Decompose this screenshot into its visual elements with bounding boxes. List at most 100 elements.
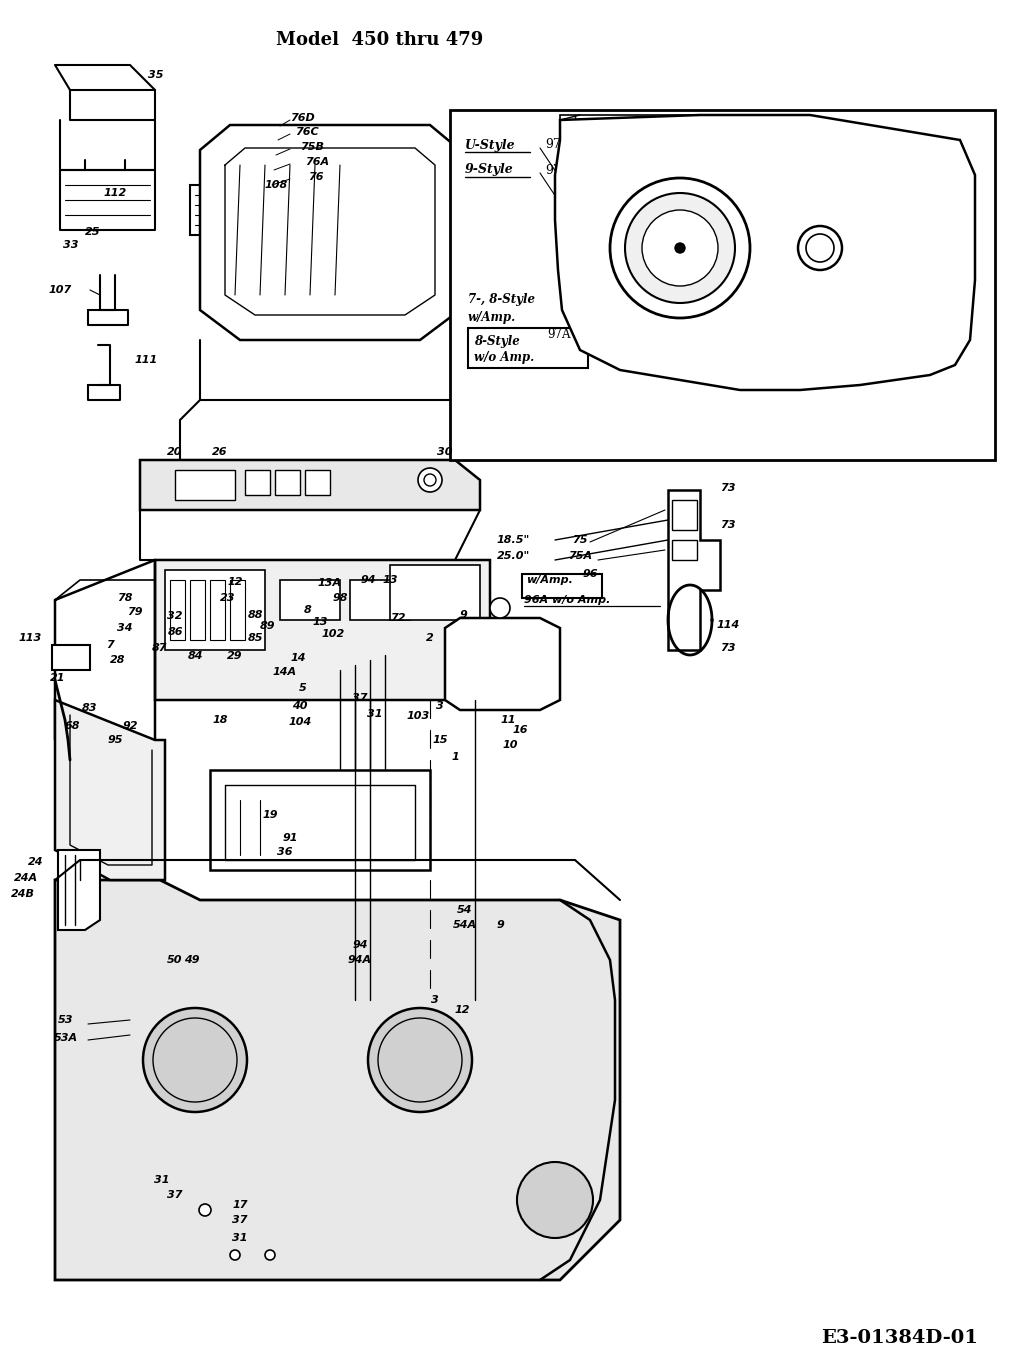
Text: 11: 11 (501, 715, 516, 726)
Text: 88: 88 (248, 611, 263, 620)
Text: 13: 13 (313, 617, 328, 627)
Text: 3: 3 (431, 995, 439, 1005)
Text: 95: 95 (107, 735, 123, 745)
Text: 18.5": 18.5" (496, 535, 530, 545)
Text: 50: 50 (167, 956, 183, 965)
Text: 37: 37 (352, 693, 367, 704)
Text: 9: 9 (496, 920, 504, 930)
Circle shape (642, 209, 718, 286)
Bar (672, 500, 697, 530)
Polygon shape (140, 460, 480, 511)
Bar (880, 200, 915, 230)
Text: w/Amp.: w/Amp. (526, 575, 573, 585)
Text: 75A: 75A (568, 550, 592, 561)
Bar (209, 580, 225, 639)
Polygon shape (58, 850, 100, 930)
Text: w/o Amp.: w/o Amp. (474, 352, 535, 364)
Polygon shape (55, 880, 620, 1280)
Text: 24: 24 (28, 857, 43, 867)
Text: 17: 17 (232, 1201, 248, 1210)
Bar (175, 470, 235, 500)
Bar (280, 580, 340, 620)
Bar (450, 110, 995, 460)
Text: 96: 96 (582, 570, 598, 579)
Text: 73: 73 (720, 520, 736, 530)
Text: 3: 3 (437, 701, 444, 711)
Text: 25.0": 25.0" (496, 550, 530, 561)
Bar (190, 185, 250, 235)
Text: 7-, 8-Style: 7-, 8-Style (467, 293, 535, 307)
Circle shape (368, 1008, 472, 1112)
Text: 31: 31 (232, 1233, 248, 1243)
Text: Model  450 thru 479: Model 450 thru 479 (277, 31, 484, 49)
Text: 40: 40 (292, 701, 308, 711)
Text: 53A: 53A (54, 1034, 78, 1043)
Text: 86: 86 (167, 627, 183, 637)
Circle shape (798, 226, 842, 270)
Circle shape (199, 1203, 211, 1216)
Text: 30: 30 (438, 448, 453, 457)
Text: 34: 34 (118, 623, 133, 632)
Text: 102: 102 (321, 628, 345, 639)
Bar (165, 570, 265, 650)
Text: 76C: 76C (295, 127, 319, 137)
Text: 97B: 97B (545, 163, 570, 177)
Circle shape (153, 1019, 237, 1102)
Text: 97C: 97C (545, 138, 571, 152)
Text: 26: 26 (213, 448, 228, 457)
Text: 25: 25 (85, 227, 100, 237)
Text: 108: 108 (265, 179, 288, 190)
Text: 54A: 54A (453, 920, 477, 930)
Text: 12: 12 (454, 1005, 470, 1014)
Text: 36: 36 (278, 847, 293, 857)
Text: 78: 78 (118, 593, 133, 602)
Text: 37: 37 (232, 1216, 248, 1225)
Text: 2: 2 (426, 632, 433, 643)
Bar (230, 580, 245, 639)
Text: 32: 32 (167, 611, 183, 622)
Bar (275, 470, 300, 496)
Text: 18: 18 (213, 715, 228, 726)
Polygon shape (55, 700, 165, 880)
Text: E3-01384D-01: E3-01384D-01 (821, 1329, 978, 1347)
Circle shape (265, 1250, 275, 1259)
Text: 76A: 76A (305, 157, 329, 167)
Circle shape (424, 474, 436, 486)
Polygon shape (668, 490, 720, 650)
Text: 89: 89 (260, 622, 276, 631)
Bar (350, 580, 410, 620)
Text: 31: 31 (367, 709, 383, 719)
Text: 8: 8 (304, 605, 312, 615)
Circle shape (675, 244, 685, 253)
Circle shape (625, 193, 735, 303)
Text: 54: 54 (457, 905, 473, 914)
Text: 94: 94 (360, 575, 376, 585)
Text: 16: 16 (512, 726, 527, 735)
Text: 91: 91 (282, 832, 298, 843)
Circle shape (610, 178, 750, 318)
Bar (920, 140, 950, 162)
Bar (880, 245, 915, 270)
Text: 29: 29 (227, 652, 243, 661)
Text: 72: 72 (390, 613, 406, 623)
Bar (672, 539, 697, 560)
Text: 96A w/o Amp.: 96A w/o Amp. (524, 596, 610, 605)
Text: 31: 31 (154, 1175, 169, 1186)
Text: 103: 103 (407, 711, 429, 721)
Text: 114: 114 (716, 620, 740, 630)
Text: 13: 13 (382, 575, 397, 585)
Text: 92: 92 (122, 721, 137, 731)
Text: 85: 85 (248, 632, 263, 643)
Bar (52, 645, 90, 669)
Circle shape (806, 234, 834, 261)
Text: 14A: 14A (272, 667, 297, 678)
Text: 112: 112 (103, 188, 127, 199)
Text: 37: 37 (167, 1190, 183, 1201)
Text: 24A: 24A (13, 873, 38, 883)
Bar (467, 329, 588, 368)
Text: 5: 5 (299, 683, 307, 693)
Text: 15: 15 (432, 735, 448, 745)
Text: 53: 53 (58, 1014, 73, 1025)
Text: 94: 94 (352, 941, 367, 950)
Text: 79: 79 (127, 606, 142, 617)
